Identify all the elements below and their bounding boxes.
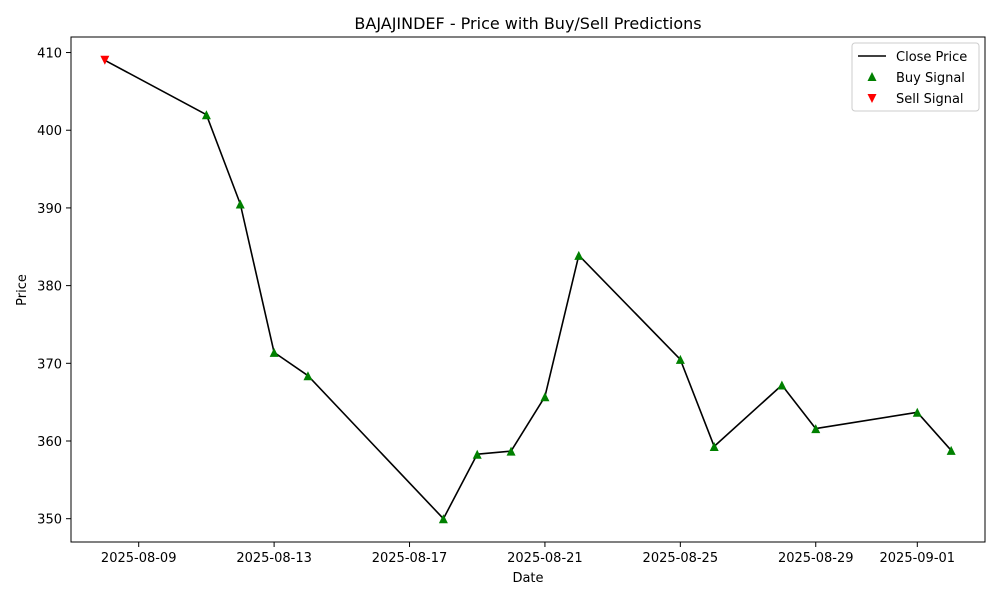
close-price-line-layer — [104, 59, 952, 520]
buy-signal-marker — [540, 392, 550, 402]
y-tick-label: 350 — [37, 513, 62, 528]
legend-buy-signal-swatch — [867, 72, 877, 81]
buy-signal-marker — [675, 354, 685, 364]
x-tick-label: 2025-08-13 — [236, 551, 312, 566]
y-tick-label: 380 — [37, 280, 62, 295]
y-tick-label: 360 — [37, 435, 62, 450]
y-tick-label: 400 — [37, 124, 62, 139]
y-axis-label: Price — [15, 274, 30, 306]
buy-signal-marker — [303, 371, 313, 381]
buy-signal-marker — [912, 407, 922, 417]
signal-marker-layer — [100, 55, 956, 524]
legend-box — [851, 42, 980, 112]
buy-signal-marker — [438, 514, 448, 524]
buy-signal-marker — [472, 449, 482, 459]
buy-signal-marker — [201, 110, 211, 120]
x-tick-label: 2025-09-01 — [880, 551, 956, 566]
x-axis: 2025-08-09 2025-08-13 2025-08-17 2025-08-21… — [101, 542, 955, 566]
y-axis: 350 360 370 380 390 400 410 — [37, 47, 71, 528]
close-price-line — [104, 59, 952, 520]
x-tick-label: 2025-08-09 — [101, 551, 177, 566]
legend-sell-signal-label: Sell Signal — [896, 92, 964, 107]
buy-signal-marker — [777, 380, 787, 390]
buy-signal-marker — [506, 446, 516, 456]
x-tick-label: 2025-08-25 — [643, 551, 719, 566]
buy-signal-marker — [574, 250, 584, 260]
chart-title: BAJAJINDEF - Price with Buy/Sell Predict… — [354, 14, 701, 33]
sell-signal-marker — [100, 55, 110, 65]
legend-sell-signal-swatch — [867, 94, 877, 103]
legend: Close Price Buy Signal Sell Signal — [851, 42, 980, 112]
x-tick-label: 2025-08-21 — [507, 551, 583, 566]
buy-signal-marker — [235, 199, 245, 209]
y-tick-label: 370 — [37, 357, 62, 372]
y-tick-label: 390 — [37, 202, 62, 217]
buy-signal-marker — [946, 445, 956, 455]
plot-frame — [70, 36, 986, 543]
buy-signal-marker — [709, 441, 719, 451]
x-tick-label: 2025-08-29 — [778, 551, 854, 566]
buy-signal-marker — [269, 347, 279, 357]
x-tick-label: 2025-08-17 — [372, 551, 448, 566]
legend-buy-signal-label: Buy Signal — [896, 71, 965, 86]
y-tick-label: 410 — [37, 47, 62, 62]
legend-close-price-label: Close Price — [896, 50, 967, 65]
x-axis-label: Date — [512, 571, 543, 586]
buy-signal-marker — [811, 424, 821, 434]
